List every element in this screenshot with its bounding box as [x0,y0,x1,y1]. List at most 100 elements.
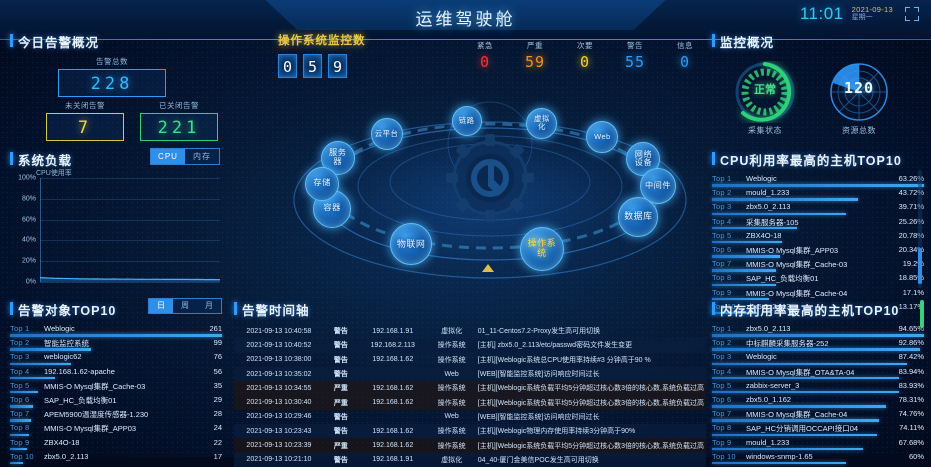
collect-status-gauge[interactable]: 正常 采集状态 [726,61,804,135]
item-name: zbx5.0_2.113 [44,451,89,461]
progress-bar [712,198,859,201]
progress-bar [712,433,878,436]
list-item[interactable]: Top 8 SAP_HC分销调用OCCAPI接口04 74.11% [712,423,924,437]
item-value: 22 [213,437,222,447]
resource-total-gauge[interactable]: 120 资源总数 [820,61,898,135]
list-item[interactable]: Top 2 中标麒麟采集服务器-252 92.86% [712,338,924,352]
monitor-overview-title: 监控概况 [712,32,924,51]
list-item[interactable]: Top 8 MMIS-O Mysql集群_APP03 24 [10,423,222,437]
table-row[interactable]: 2021-09-13 10:40:52 警告 192.168.2.113 操作系统 [主… [234,338,706,353]
progress-bar [712,184,924,187]
list-item[interactable]: Top 7 MMIS-O Mysql集群_Cache-03 19.2% [712,259,924,273]
rank-label: Top 7 [712,259,732,269]
list-item[interactable]: Top 4 192.168.1.62-apache 56 [10,367,222,381]
topology-node-4[interactable]: Web [586,120,619,153]
table-row[interactable]: 2021-09-13 10:23:39 严重 192.168.1.62 操作系统 [主机… [234,438,706,453]
topology-node-7[interactable]: 数据库 [618,196,659,237]
app-header: 运维驾驶舱 11:01 2021-09-13 星期一 [0,0,931,40]
list-item[interactable]: Top 5 zabbix-server_3 83.93% [712,381,924,395]
list-item[interactable]: Top 2 mould_1.233 43.72% [712,188,924,202]
progress-bar [712,405,886,408]
progress-bar [712,376,899,380]
table-row[interactable]: 2021-09-13 10:40:58 警告 192.168.1.91 虚拟化 01_1… [234,324,706,338]
cell-severity: 严重 [333,385,348,393]
list-item[interactable]: Top 3 weblogic62 76 [10,352,222,366]
range-button-1[interactable]: 周 [173,299,197,313]
table-row[interactable]: 2021-09-13 10:23:43 警告 192.168.1.62 操作系统 [主机… [234,424,706,439]
list-item[interactable]: Top 3 Weblogic 87.42% [712,352,924,366]
alarm-object-top10-panel: 告警对象TOP10 日周月 Top 1 Weblogic 261 Top 2 智能监控系… [10,298,222,465]
progress-bar [712,348,920,351]
list-item[interactable]: Top 4 采集服务器-105 25.26% [712,217,924,231]
item-name: ZBX4O-18 [44,437,80,447]
system-load-tab-0[interactable]: CPU [151,149,185,164]
item-name: Weblogic [746,174,777,183]
topology-node-11[interactable]: 存储 [305,166,340,201]
severity-label: 紧急 [477,41,493,50]
rank-label: Top 10 [712,301,736,311]
list-item[interactable]: Top 10 windows-snmp-1.65 60% [712,452,924,466]
cell-message: [主机][Weblogic系统负载平均5分钟超过核心数3倍的核心数,系统负载过高 [477,385,704,393]
list-item[interactable]: Top 5 MMIS-O Mysql集群_Cache-03 35 [10,381,222,395]
item-value: 25.26% [898,216,924,226]
list-item[interactable]: Top 2 智能监控系统 99 [10,338,222,352]
list-item[interactable]: Top 1 Weblogic 63.26% [712,174,924,188]
item-name: zbx5.0_2.113 [746,202,791,212]
item-name: zabbix-server_3 [746,380,800,390]
item-value: 43.72% [898,188,924,198]
y-tick-3: 40% [21,236,36,244]
gridline-2 [40,219,220,221]
progress-bar [10,405,34,408]
list-item[interactable]: Top 3 zbx5.0_2.113 39.71% [712,202,924,216]
list-item[interactable]: Top 6 MMIS-O Mysql集群_APP03 20.34% [712,245,924,259]
list-item[interactable]: Top 9 mould_1.233 67.68% [712,438,924,452]
list-item[interactable]: Top 6 SAP_HC_负载均衡01 29 [10,395,222,409]
alarm-object-range-buttons[interactable]: 日周月 [148,298,222,314]
table-row[interactable]: 2021-09-13 10:34:55 严重 192.168.1.62 操作系统 [主机… [234,381,706,396]
rank-label: Top 10 [10,451,34,461]
rank-label: Top 4 [712,216,732,226]
list-item[interactable]: Top 9 MMIS-O Mysql集群_Cache-04 17.1% [712,288,924,302]
system-load-tab-1[interactable]: 内存 [185,149,219,164]
topology-node-1[interactable]: 云平台 [370,117,403,150]
table-row[interactable]: 2021-09-13 10:21:10 警告 192.168.1.91 虚拟化 04_4… [234,452,706,467]
topology-node-2[interactable]: 链路 [451,105,482,136]
cell-ip: 192.168.1.91 [372,327,414,335]
y-tick-0: 100% [18,174,36,182]
list-item[interactable]: Top 10 zbx5.0_2.113 13.17% [712,302,924,316]
range-button-0[interactable]: 日 [149,299,173,313]
progress-bar [10,390,38,394]
list-item[interactable]: Top 7 APEM5900温湿度传感器-1.230 28 [10,409,222,423]
list-item[interactable]: Top 7 MMIS-O Mysql集群_Cache-04 74.76% [712,409,924,423]
list-item[interactable]: Top 5 ZBX4O-18 20.78% [712,231,924,245]
rank-label: Top 8 [10,423,30,433]
table-row[interactable]: 2021-09-13 10:29:46 警告 Web [WEB][智能监控系统]访问响… [234,410,706,424]
topology-node-3[interactable]: 虚拟化 [526,107,558,139]
expand-icon[interactable] [905,7,919,21]
system-load-metric-toggle[interactable]: CPU 内存 [150,148,220,165]
y-tick-1: 80% [21,195,36,203]
os-count-digit-1: 5 [303,54,322,78]
table-row[interactable]: 2021-09-13 10:30:40 严重 192.168.1.62 操作系统 [主机… [234,395,706,410]
item-value: 28 [213,409,222,419]
cell-message: [WEB][智能监控系统]访问响应时间过长 [477,371,600,379]
topology-node-9[interactable]: 物联网 [390,223,433,266]
table-row[interactable]: 2021-09-13 10:38:00 警告 192.168.1.62 操作系统 [主机… [234,353,706,367]
cell-ip: 192.168.1.62 [372,384,414,392]
topology-node-8[interactable]: 操作系统 [519,226,564,271]
table-row[interactable]: 2021-09-13 10:35:02 警告 Web [WEB][智能监控系统]访问响… [234,366,706,382]
item-value: 19.2% [902,259,924,269]
list-item[interactable]: Top 4 MMIS-O Mysql集群_OTA&TA-04 83.94% [712,367,924,381]
list-item[interactable]: Top 10 zbx5.0_2.113 17 [10,452,222,466]
rank-label: Top 6 [712,244,732,254]
cpu-top10-scrollbar[interactable] [918,170,922,288]
list-item[interactable]: Top 1 zbx5.0_2.113 94.65% [712,324,924,338]
severity-counter-4: 信息 0 [660,40,710,71]
list-item[interactable]: Top 6 zbx5.0_1.162 78.31% [712,395,924,409]
range-button-2[interactable]: 月 [197,299,221,313]
list-item[interactable]: Top 9 ZBX4O-18 22 [10,438,222,452]
gridline-1 [40,198,220,200]
list-item[interactable]: Top 8 SAP_HC_负载均衡01 18.85% [712,273,924,287]
mem-top10-scrollbar[interactable] [920,300,924,330]
list-item[interactable]: Top 1 Weblogic 261 [10,324,222,338]
